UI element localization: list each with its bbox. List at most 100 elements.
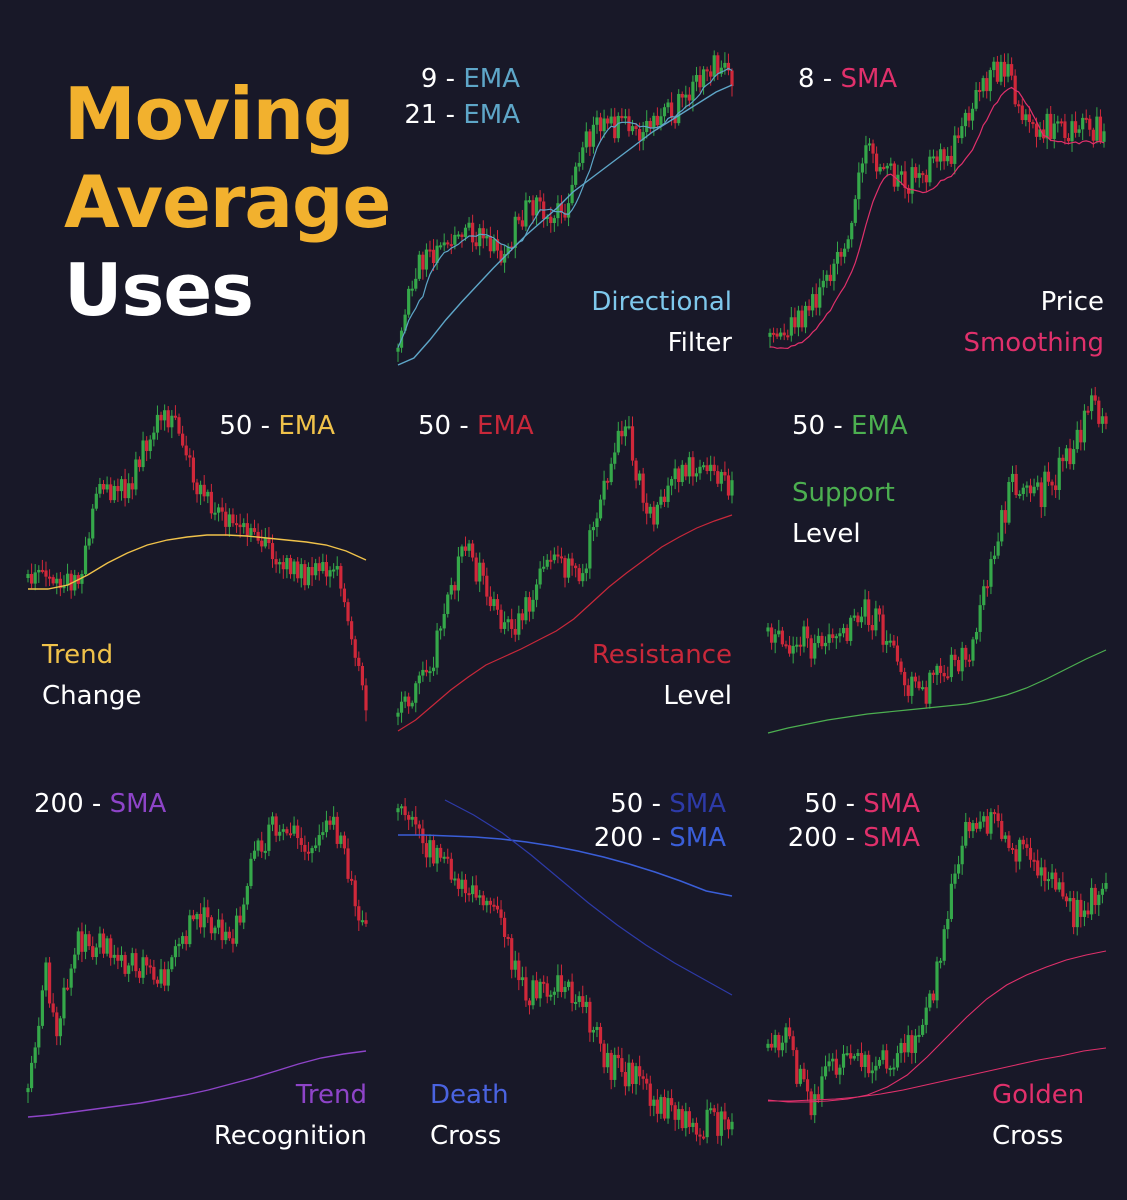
caption-line-2: Filter [667, 328, 732, 358]
candle-body [730, 70, 734, 87]
candle-body [1059, 121, 1063, 124]
candle-body [910, 1035, 914, 1053]
candle-body [40, 990, 44, 1026]
candle-body [802, 1068, 806, 1080]
candle-body [1064, 448, 1069, 462]
candle-body [606, 480, 610, 483]
candle-body [520, 613, 524, 621]
candle-body [274, 816, 278, 836]
candle-body [1046, 471, 1051, 482]
candle-body [198, 913, 203, 928]
candle-body [784, 644, 788, 647]
candle-body [832, 263, 836, 282]
caption-price-smoothing: Price Smoothing [963, 282, 1104, 364]
candle-body [145, 440, 149, 452]
candle-body [1043, 867, 1047, 881]
candle-body [798, 1068, 802, 1084]
ma-separator: - [437, 64, 464, 94]
candle-body [55, 578, 59, 584]
candle-body [495, 239, 500, 251]
candle-body [885, 1050, 889, 1069]
candle-body [181, 433, 185, 446]
caption-line-2: Cross [992, 1121, 1064, 1151]
candle-body [209, 917, 213, 934]
candle-body [570, 184, 574, 204]
candle-body [231, 938, 235, 944]
candle-body [399, 806, 404, 809]
candle-body [163, 410, 167, 421]
ma-period: 50 [804, 789, 838, 819]
candle-body [917, 1034, 921, 1037]
candle-body [524, 597, 528, 621]
candle-body [938, 960, 943, 963]
candle-body [712, 1108, 716, 1113]
candle-body [881, 614, 885, 645]
candle-body [701, 69, 706, 88]
candle-body [820, 1076, 824, 1100]
candle-body [159, 969, 163, 984]
ma-period: 8 [798, 64, 815, 94]
candle-body [1093, 395, 1097, 401]
candle-body [502, 917, 507, 937]
ma-separator: - [83, 789, 110, 819]
candle-body [719, 471, 723, 484]
candle-body [638, 1066, 642, 1077]
candle-body [549, 216, 553, 224]
candle-body [874, 153, 879, 172]
candle-body [1010, 847, 1015, 850]
candle-body [1068, 448, 1072, 465]
candle-body [94, 493, 98, 509]
candle-body [184, 445, 188, 456]
candle-body [609, 463, 613, 483]
candle-body [195, 913, 199, 920]
candle-body [220, 507, 224, 512]
candle-body [417, 675, 421, 684]
candle-body [98, 484, 102, 494]
candle-body [566, 558, 571, 578]
candle-body [109, 484, 113, 501]
candle-body [673, 117, 677, 124]
candle-body [831, 1058, 835, 1062]
candle-body [1097, 894, 1101, 906]
candle-body [449, 858, 453, 880]
candle-body [849, 1053, 853, 1059]
candle-body [435, 847, 439, 864]
caption-line-1: Trend [42, 640, 114, 670]
candle-body [775, 333, 779, 337]
candle-body [805, 626, 810, 639]
candle-body [680, 1109, 684, 1129]
candle-body [677, 93, 681, 124]
candle-body [581, 573, 585, 582]
candle-body [134, 953, 138, 972]
candle-body [245, 523, 249, 536]
ma-line-200-sma [398, 834, 733, 897]
ma-label-200-sma: 200 - SMA [594, 823, 726, 853]
candle-body [270, 816, 275, 825]
candle-body [155, 414, 160, 433]
candle-body [566, 981, 571, 988]
candle-body [478, 895, 482, 898]
candle-body [342, 588, 347, 603]
candle-body [1091, 129, 1095, 141]
candle-body [985, 586, 989, 589]
ma-period: 50 [792, 411, 826, 441]
candle-body [978, 821, 982, 829]
candle-body [534, 584, 539, 600]
candle-body [414, 683, 418, 703]
candle-body [623, 1071, 628, 1087]
candle-body [1090, 395, 1094, 412]
candle-body [687, 1111, 691, 1127]
chart-directional-filter [396, 50, 734, 366]
candle-body [769, 627, 774, 643]
candle-body [845, 627, 849, 641]
candle-body [403, 314, 407, 331]
candle-body [449, 244, 453, 247]
candle-body [786, 335, 790, 338]
candle-body [1104, 416, 1108, 424]
candle-body [62, 987, 66, 1019]
candle-body [662, 496, 667, 502]
candle-body [795, 644, 799, 647]
candle-body [1057, 882, 1061, 890]
candle-body [346, 602, 350, 622]
candle-body [988, 70, 992, 92]
